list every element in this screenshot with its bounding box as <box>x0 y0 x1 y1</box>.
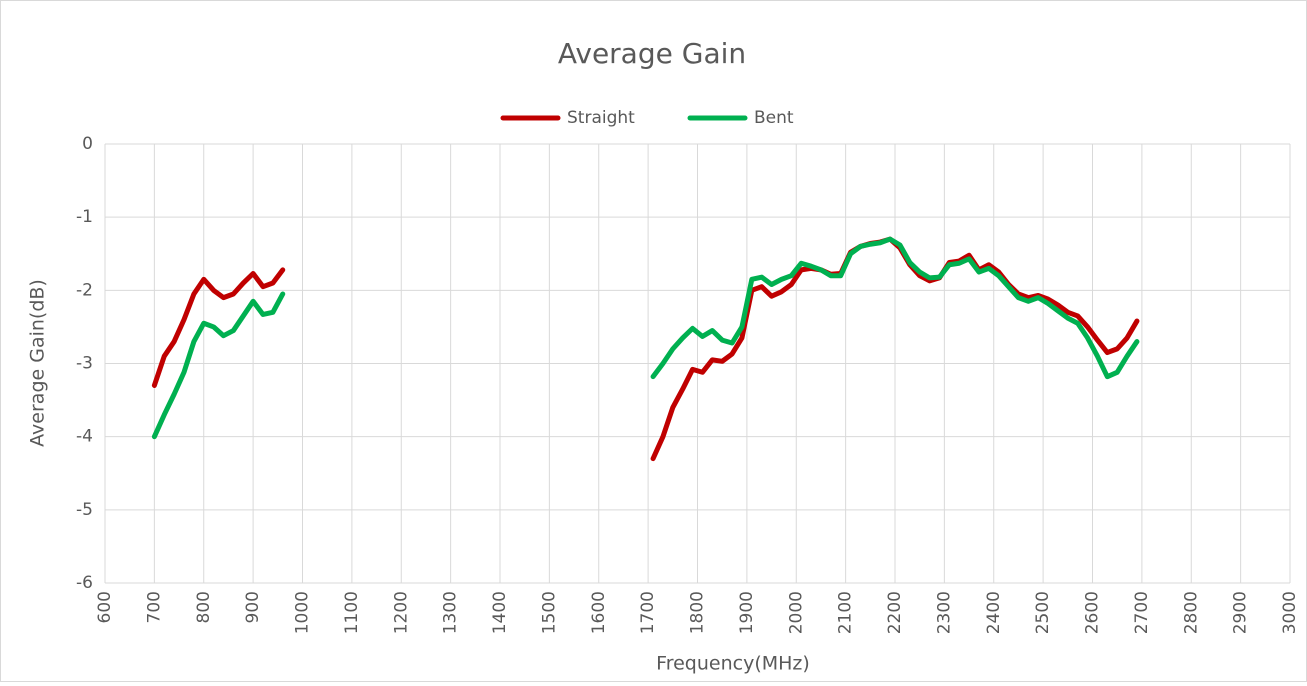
x-tick-label: 2600 <box>1083 591 1103 634</box>
line-series <box>151 236 1140 440</box>
x-tick-label: 1100 <box>342 591 362 634</box>
x-tick-label: 1300 <box>441 591 461 634</box>
x-tick-label: 1800 <box>688 591 708 634</box>
y-tick-label: -4 <box>76 427 93 447</box>
chart-title: Average Gain <box>558 37 746 70</box>
x-tick-label: 2100 <box>836 591 856 634</box>
x-tick-label: 900 <box>243 591 263 623</box>
x-tick-label: 2500 <box>1033 591 1053 634</box>
y-tick-label: -2 <box>76 280 93 300</box>
x-tick-label: 1500 <box>539 591 559 634</box>
x-tick-label: 2800 <box>1181 591 1201 634</box>
x-axis-title: Frequency(MHz) <box>656 653 810 675</box>
y-axis-title: Average Gain(dB) <box>27 279 49 447</box>
y-tick-label: -5 <box>76 500 93 520</box>
x-tick-label: 800 <box>194 591 214 623</box>
y-tick-label: -6 <box>76 573 93 593</box>
x-tick-label: 1400 <box>490 591 510 634</box>
x-tick-label: 700 <box>144 591 164 623</box>
x-tick-label: 2000 <box>786 591 806 634</box>
x-tick-label: 1600 <box>589 591 609 634</box>
y-tick-label: 0 <box>82 134 93 154</box>
x-tick-label: 1700 <box>638 591 658 634</box>
x-tick-label: 2200 <box>885 591 905 634</box>
x-tick-label: 1200 <box>391 591 411 634</box>
legend-label: Bent <box>754 108 794 128</box>
x-tick-label: 600 <box>95 591 115 623</box>
x-tick-label: 2400 <box>984 591 1004 634</box>
x-tick-label: 2700 <box>1132 591 1152 634</box>
x-tick-label: 1000 <box>293 591 313 634</box>
x-tick-label: 2300 <box>934 591 954 634</box>
y-tick-label: -3 <box>76 354 93 374</box>
x-tick-label: 3000 <box>1280 591 1300 634</box>
x-tick-label: 2900 <box>1231 591 1251 634</box>
x-tick-label: 1900 <box>737 591 757 634</box>
legend-label: Straight <box>567 108 635 128</box>
y-tick-label: -1 <box>76 207 93 227</box>
